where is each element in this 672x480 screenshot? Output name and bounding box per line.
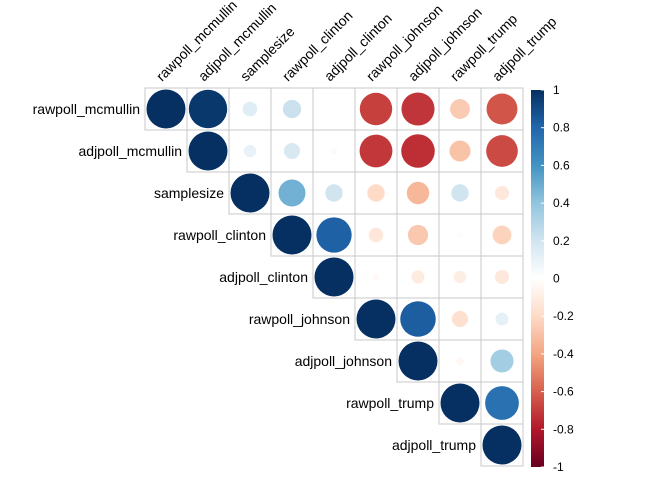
correlation-circle — [495, 312, 509, 326]
row-label: adjpoll_johnson — [295, 353, 392, 369]
correlation-circle — [272, 215, 312, 255]
legend-tick-label: 0.8 — [553, 121, 570, 135]
correlation-circle — [282, 99, 302, 119]
correlation-circle — [367, 184, 385, 202]
correlation-circle — [359, 92, 393, 126]
correlation-circle — [188, 89, 228, 129]
correlation-circle — [485, 386, 519, 420]
row-label: rawpoll_johnson — [249, 311, 350, 327]
correlation-circle — [482, 425, 522, 465]
correlation-circles — [146, 89, 522, 465]
correlation-circle — [490, 349, 514, 373]
legend-tick-label: -0.6 — [553, 385, 574, 399]
correlation-circle — [242, 101, 258, 117]
row-labels: rawpoll_mcmullin adjpoll_mcmullin samplesi… — [33, 101, 477, 453]
legend-tick-label: 1 — [553, 83, 560, 97]
correlation-circle — [401, 134, 435, 168]
correlation-circle — [456, 357, 464, 365]
column-label: rawpoll_johnson — [363, 1, 446, 84]
correlation-circle — [486, 135, 518, 167]
correlation-circle — [188, 131, 228, 171]
correlation-circle — [146, 89, 186, 129]
correlation-circle — [494, 269, 510, 285]
correlation-circle — [453, 270, 467, 284]
correlation-circle — [332, 107, 336, 111]
correlation-circle — [494, 185, 510, 201]
correlation-circle — [492, 225, 512, 245]
row-label: adjpoll_mcmullin — [79, 143, 183, 159]
column-label: adjpoll_johnson — [405, 4, 485, 84]
correlation-circle — [330, 147, 338, 155]
legend-tick-label: -0.8 — [553, 422, 574, 436]
correlation-circle — [359, 134, 393, 168]
correlation-circle — [325, 184, 343, 202]
correlation-circle — [486, 93, 518, 125]
row-label: rawpoll_mcmullin — [33, 101, 140, 117]
row-label: adjpoll_clinton — [219, 269, 308, 285]
legend-tick-label: 0.2 — [553, 234, 570, 248]
correlation-circle — [440, 383, 480, 423]
legend-color-bar — [531, 90, 544, 467]
color-legend: 1 0.8 0.6 0.4 0.2 0 -0.2 -0.4 -0.6 -0.8 -1 — [531, 83, 574, 474]
correlation-circle — [314, 257, 354, 297]
correlation-circle — [398, 341, 438, 381]
correlation-circle — [372, 273, 380, 281]
correlation-circle — [356, 299, 396, 339]
correlation-circle — [230, 173, 270, 213]
correlation-circle — [451, 184, 469, 202]
legend-tick-label: 0 — [553, 272, 560, 286]
correlation-circle — [449, 140, 471, 162]
correlation-circle — [411, 270, 425, 284]
column-labels: rawpoll_mcmullinadjpoll_mcmullinsamplesi… — [153, 0, 560, 84]
grid-lines — [144, 87, 524, 467]
correlation-circle — [278, 179, 306, 207]
legend-tick-label: 0.6 — [553, 158, 570, 172]
correlation-circle — [451, 310, 469, 328]
correlation-circle — [457, 232, 463, 238]
correlation-circle — [243, 144, 257, 158]
legend-tick-label: -0.4 — [553, 347, 574, 361]
correlation-circle — [316, 217, 352, 253]
legend-tick-label: -0.2 — [553, 309, 574, 323]
row-label: samplesize — [154, 185, 224, 201]
correlation-circle — [283, 142, 301, 160]
row-label: adjpoll_trump — [392, 437, 476, 453]
correlation-circle — [407, 224, 429, 246]
row-label: rawpoll_clinton — [173, 227, 266, 243]
row-label: rawpoll_trump — [346, 395, 434, 411]
correlation-circle — [406, 181, 430, 205]
correlation-circle — [401, 92, 435, 126]
correlation-circle — [368, 227, 384, 243]
column-label: rawpoll_clinton — [279, 7, 356, 84]
legend-tick-label: 0.4 — [553, 196, 570, 210]
correlation-circle — [400, 301, 436, 337]
legend-tick-label: -1 — [553, 460, 564, 474]
correlation-circle — [450, 99, 470, 119]
grid-cell — [480, 423, 524, 467]
